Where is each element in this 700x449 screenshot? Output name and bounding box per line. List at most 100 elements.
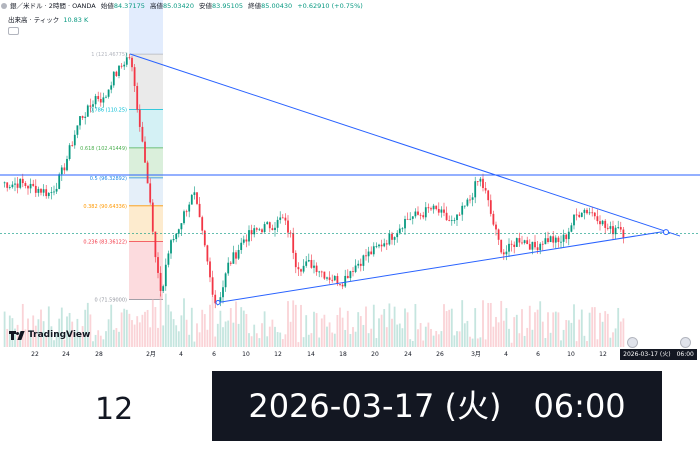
volume-bar bbox=[554, 311, 557, 350]
candle-body bbox=[398, 228, 401, 233]
volume-bar bbox=[99, 335, 102, 350]
candle-body bbox=[227, 262, 230, 274]
volume-bar bbox=[549, 332, 552, 350]
candle-body bbox=[336, 276, 339, 285]
candle-body bbox=[599, 221, 601, 225]
tradingview-logo[interactable]: TradingView bbox=[9, 330, 90, 340]
volume-bar bbox=[253, 324, 256, 350]
volume-bar bbox=[461, 300, 464, 350]
fibonacci-retracement[interactable]: 1 (121.46775) 0.786 (110.25) 0.618 (102.41… bbox=[80, 0, 163, 304]
volume-bar bbox=[573, 304, 575, 350]
candle-body bbox=[570, 225, 573, 232]
chart-area[interactable]: 1 (121.46775) 0.786 (110.25) 0.618 (102.41… bbox=[0, 0, 700, 362]
volume-bar bbox=[310, 333, 313, 350]
volume-bar bbox=[606, 313, 609, 350]
volume-bar bbox=[526, 327, 529, 350]
volume-bar bbox=[136, 316, 139, 350]
volume-bar bbox=[190, 307, 193, 350]
high-label: 高値 bbox=[149, 2, 163, 10]
drawing-lines[interactable] bbox=[0, 53, 700, 305]
candle-body bbox=[45, 189, 48, 197]
candle-body bbox=[440, 209, 443, 213]
volume-bar bbox=[180, 315, 183, 350]
volume-bar bbox=[391, 318, 393, 350]
candle-body bbox=[333, 276, 336, 281]
volume-label[interactable]: 出来高 · ティック bbox=[8, 16, 60, 24]
volume-bar bbox=[175, 325, 178, 350]
volume-bar bbox=[29, 329, 32, 350]
candle-body bbox=[479, 178, 482, 182]
volume-legend: 出来高 · ティック 10.83 K bbox=[8, 14, 88, 24]
candle-body bbox=[32, 183, 35, 186]
volume-bar bbox=[55, 332, 58, 350]
x-axis[interactable]: 2224282月46101214182024263月46101216 bbox=[0, 347, 700, 362]
volume-bar bbox=[383, 309, 386, 350]
candle-body bbox=[510, 243, 513, 245]
candle-body bbox=[144, 141, 146, 163]
us-flag-icon[interactable] bbox=[680, 337, 691, 348]
volume-bar bbox=[424, 326, 427, 350]
volume-bar bbox=[339, 307, 341, 350]
volume-bar bbox=[315, 313, 318, 350]
volume-bar bbox=[463, 323, 466, 350]
candle-body bbox=[617, 227, 620, 228]
symbol-flag-icon[interactable] bbox=[1, 3, 7, 9]
candle-body bbox=[92, 104, 94, 107]
event-flag-icon[interactable] bbox=[627, 337, 638, 348]
candle-body bbox=[495, 224, 497, 230]
candle-body bbox=[409, 218, 412, 220]
candle-body bbox=[175, 233, 178, 240]
volume-bar bbox=[614, 328, 617, 350]
volume-bar bbox=[352, 327, 354, 350]
volume-bar bbox=[489, 302, 492, 350]
fib-time-highlight bbox=[129, 0, 163, 55]
volume-bar bbox=[398, 323, 401, 350]
candle-body bbox=[331, 279, 334, 281]
candle-body bbox=[84, 116, 87, 118]
candle-body bbox=[580, 212, 583, 217]
volume-bar bbox=[466, 320, 469, 350]
candle-body bbox=[60, 167, 63, 175]
candle-body bbox=[401, 228, 404, 230]
candle-body bbox=[110, 85, 113, 90]
candle-body bbox=[255, 228, 258, 230]
candle-body bbox=[297, 267, 300, 270]
candle-body bbox=[604, 220, 607, 228]
candle-body bbox=[448, 220, 451, 221]
candle-body bbox=[320, 271, 323, 273]
volume-bar bbox=[487, 302, 490, 350]
volume-bar bbox=[609, 337, 612, 350]
x-tick-label: 10 bbox=[567, 351, 575, 358]
volume-bar bbox=[562, 329, 565, 350]
candle-body bbox=[268, 222, 271, 229]
candle-body bbox=[326, 277, 328, 279]
candle-body bbox=[245, 239, 248, 242]
candle-body bbox=[385, 243, 388, 245]
volume-bar bbox=[456, 331, 458, 350]
collapse-legend-icon[interactable] bbox=[8, 27, 19, 35]
candle-body bbox=[359, 263, 362, 266]
volume-bar bbox=[185, 319, 188, 350]
candle-body bbox=[471, 197, 474, 200]
volume-bar bbox=[404, 308, 406, 350]
candle-body bbox=[164, 264, 167, 287]
volume-bar bbox=[232, 322, 235, 350]
candle-body bbox=[284, 217, 287, 221]
volume-bar bbox=[401, 328, 404, 350]
volume-bar bbox=[357, 312, 360, 350]
candle-body bbox=[203, 230, 206, 246]
volume-bar bbox=[167, 304, 170, 350]
volume-bar bbox=[521, 309, 523, 350]
volume-bar bbox=[3, 311, 6, 350]
x-tick-label: 4 bbox=[179, 351, 183, 358]
volume-bar bbox=[214, 336, 217, 350]
volume-bar bbox=[528, 305, 531, 350]
symbol-title[interactable]: 銀／米ドル · 2時間 · OANDA bbox=[10, 2, 96, 10]
candle-body bbox=[271, 228, 274, 231]
candle-body bbox=[162, 286, 165, 291]
volume-bar bbox=[367, 333, 370, 350]
candle-body bbox=[484, 188, 487, 191]
price-chart[interactable]: 1 (121.46775) 0.786 (110.25) 0.618 (102.41… bbox=[0, 0, 700, 362]
tradingview-logo-text: TradingView bbox=[28, 330, 91, 340]
candle-body bbox=[474, 181, 477, 198]
